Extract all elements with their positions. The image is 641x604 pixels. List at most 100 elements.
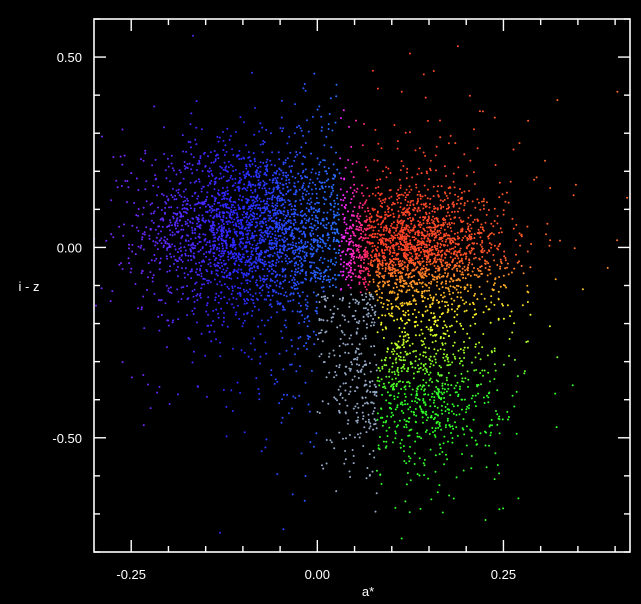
data-point <box>471 301 474 304</box>
data-point <box>164 242 167 245</box>
data-point <box>355 249 358 252</box>
data-point <box>213 278 216 281</box>
data-point <box>290 222 292 224</box>
data-point <box>210 179 213 182</box>
data-point <box>278 221 281 224</box>
data-point <box>442 332 445 335</box>
data-point <box>420 237 423 240</box>
data-point <box>387 284 390 286</box>
data-point <box>286 186 289 188</box>
data-point <box>381 264 384 267</box>
data-point <box>281 416 284 419</box>
data-point <box>293 159 296 162</box>
data-point <box>386 303 389 306</box>
data-point <box>372 226 375 229</box>
data-point <box>294 287 297 290</box>
data-point <box>419 193 422 196</box>
data-point <box>450 324 453 327</box>
data-point <box>361 204 364 207</box>
data-point <box>217 295 220 297</box>
data-point <box>338 244 341 247</box>
data-point <box>344 458 347 461</box>
data-point <box>346 249 349 252</box>
data-point <box>397 194 400 197</box>
data-point <box>234 209 237 212</box>
data-point <box>457 195 460 198</box>
data-point <box>314 271 317 274</box>
data-point <box>442 205 445 208</box>
data-point <box>371 233 374 235</box>
data-point <box>407 318 410 321</box>
data-point <box>404 311 407 314</box>
data-point <box>438 390 441 393</box>
data-point <box>490 350 493 353</box>
data-point <box>166 238 169 241</box>
data-point <box>387 210 390 213</box>
data-point <box>336 228 339 231</box>
data-point <box>400 226 403 229</box>
data-point <box>260 285 263 288</box>
data-point <box>421 268 424 270</box>
data-point <box>316 226 319 229</box>
data-point <box>497 290 500 293</box>
data-point <box>429 249 432 252</box>
data-point <box>199 240 202 243</box>
data-point <box>369 254 372 257</box>
data-point <box>404 238 407 241</box>
data-point <box>387 231 390 233</box>
data-point <box>298 246 301 248</box>
data-point <box>385 176 388 179</box>
data-point <box>444 383 447 385</box>
data-point <box>416 260 419 263</box>
data-point <box>242 237 245 240</box>
data-point <box>442 442 445 445</box>
data-point <box>239 219 242 222</box>
data-point <box>401 285 404 288</box>
data-point <box>267 287 270 289</box>
data-point <box>261 284 264 287</box>
data-point <box>177 275 179 278</box>
data-point <box>304 242 307 245</box>
data-point <box>187 337 190 339</box>
data-point <box>406 303 409 306</box>
data-point <box>165 202 168 205</box>
data-point <box>387 239 390 242</box>
data-point <box>435 254 438 257</box>
data-point <box>361 255 364 258</box>
data-point <box>408 226 411 229</box>
data-point <box>352 298 355 301</box>
data-point <box>414 231 417 234</box>
data-point <box>358 343 361 346</box>
data-point <box>169 286 172 289</box>
data-point <box>209 261 212 264</box>
data-point <box>500 231 503 234</box>
data-point <box>422 315 424 317</box>
data-point <box>430 416 433 419</box>
data-point <box>408 460 411 463</box>
data-point <box>458 357 461 360</box>
data-point <box>488 250 491 253</box>
data-point <box>483 297 486 300</box>
data-point <box>144 188 147 191</box>
data-point <box>312 239 315 242</box>
data-point <box>404 385 407 388</box>
data-point <box>269 218 272 221</box>
data-point <box>420 244 423 246</box>
data-point <box>269 230 272 233</box>
data-point <box>393 231 396 234</box>
data-point <box>399 346 401 349</box>
data-point <box>148 234 151 237</box>
data-point <box>313 269 316 272</box>
data-point <box>416 435 419 438</box>
data-point <box>454 257 457 260</box>
data-point <box>473 313 476 316</box>
data-point <box>456 381 459 384</box>
data-point <box>207 184 210 187</box>
data-point <box>263 181 266 184</box>
data-point <box>237 219 240 221</box>
data-point <box>249 342 252 345</box>
data-point <box>499 267 502 270</box>
data-point <box>176 260 178 263</box>
data-point <box>439 315 441 318</box>
data-point <box>329 195 332 198</box>
